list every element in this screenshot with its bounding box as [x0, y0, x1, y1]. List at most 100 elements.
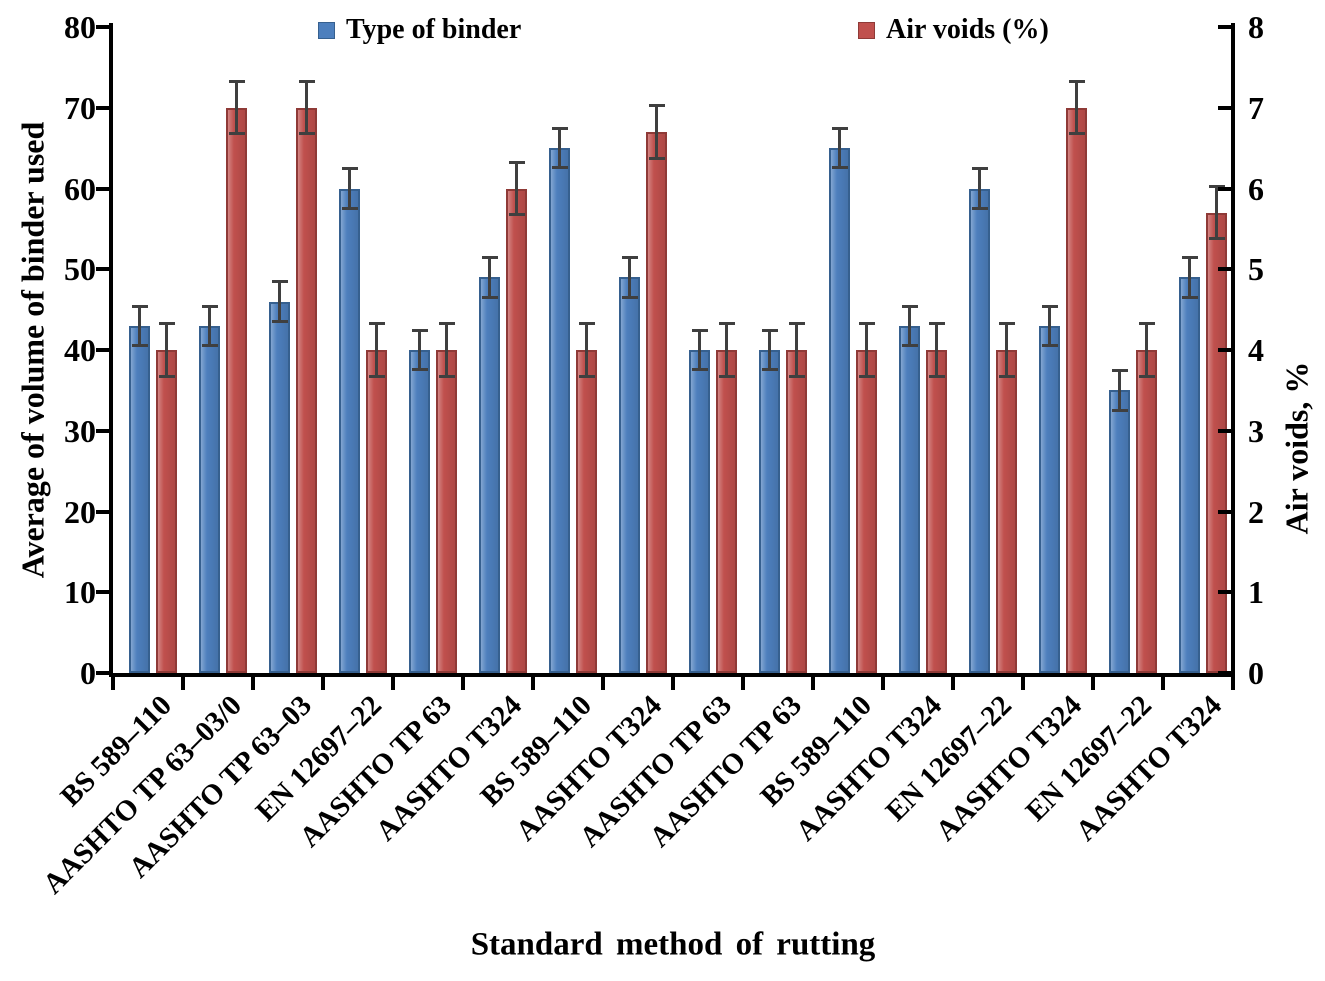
error-cap-top-1-4 — [438, 322, 455, 326]
error-cap-top-1-2 — [298, 80, 315, 84]
bar-air-voids--11 — [926, 350, 947, 673]
error-cap-top-0-5 — [481, 256, 498, 260]
error-cap-bottom-0-14 — [1111, 408, 1128, 412]
left-tick-label-30: 30 — [64, 412, 96, 449]
error-cap-bottom-0-10 — [831, 166, 848, 170]
x-tick-13 — [1021, 677, 1025, 690]
error-cap-top-0-8 — [691, 328, 708, 332]
error-bar-1-6 — [585, 323, 588, 377]
error-cap-top-1-7 — [648, 104, 665, 108]
error-cap-bottom-0-12 — [971, 206, 988, 210]
x-tick-2 — [251, 677, 255, 690]
left-tick-70 — [96, 105, 109, 110]
left-tick-label-40: 40 — [64, 332, 96, 368]
bar-type-of-binder-13 — [1039, 325, 1060, 673]
x-tick-3 — [321, 677, 325, 690]
bar-air-voids--4 — [436, 350, 457, 673]
bar-type-of-binder-11 — [899, 325, 920, 673]
error-bar-0-7 — [628, 257, 631, 298]
error-cap-top-0-0 — [131, 304, 148, 308]
right-tick-6 — [1218, 186, 1231, 191]
error-cap-top-0-9 — [761, 328, 778, 332]
left-tick-label-50: 50 — [64, 251, 96, 288]
error-cap-top-0-10 — [831, 126, 848, 130]
error-cap-bottom-1-6 — [578, 374, 595, 378]
error-cap-bottom-1-11 — [928, 374, 945, 378]
error-bar-1-2 — [305, 81, 308, 135]
error-cap-top-0-13 — [1041, 304, 1058, 308]
error-cap-top-0-4 — [411, 328, 428, 332]
bar-type-of-binder-6 — [549, 148, 570, 673]
error-bar-0-4 — [418, 329, 421, 371]
error-cap-bottom-1-7 — [648, 156, 665, 160]
legend-label-type-of-binder: Type of binder — [346, 14, 522, 45]
bar-air-voids--7 — [646, 131, 667, 673]
error-cap-top-1-10 — [858, 322, 875, 326]
error-bar-0-9 — [768, 329, 771, 371]
error-cap-top-1-3 — [368, 322, 385, 326]
error-cap-bottom-0-9 — [761, 368, 778, 372]
error-bar-1-5 — [515, 161, 518, 216]
left-tick-label-0: 0 — [80, 655, 96, 691]
right-tick-5 — [1218, 267, 1231, 272]
error-bar-1-11 — [935, 323, 938, 377]
error-cap-bottom-1-1 — [228, 132, 245, 136]
error-cap-bottom-1-9 — [788, 374, 805, 378]
error-cap-top-1-13 — [1068, 80, 1085, 84]
error-bar-0-2 — [278, 281, 281, 322]
error-bar-0-11 — [908, 305, 911, 346]
bar-type-of-binder-15 — [1179, 277, 1200, 673]
error-bar-0-3 — [348, 168, 351, 209]
right-tick-label-4: 4 — [1248, 332, 1264, 368]
legend-swatch-blue — [318, 21, 335, 39]
left-tick-label-60: 60 — [64, 170, 96, 207]
error-cap-bottom-1-3 — [368, 374, 385, 378]
left-tick-30 — [96, 428, 109, 433]
bar-type-of-binder-3 — [339, 188, 360, 673]
error-cap-top-1-8 — [718, 322, 735, 326]
bar-air-voids--8 — [716, 350, 737, 673]
error-bar-1-1 — [235, 81, 238, 135]
error-bar-1-7 — [655, 105, 658, 159]
left-tick-10 — [96, 590, 109, 595]
error-cap-top-0-1 — [201, 304, 218, 308]
error-cap-top-0-3 — [341, 167, 358, 171]
error-cap-top-0-14 — [1111, 369, 1128, 373]
error-cap-bottom-0-5 — [481, 295, 498, 299]
left-tick-label-70: 70 — [64, 89, 96, 126]
error-cap-bottom-0-2 — [271, 319, 288, 323]
error-cap-top-1-5 — [508, 160, 525, 164]
right-tick-3 — [1218, 428, 1231, 433]
error-cap-bottom-0-15 — [1181, 295, 1198, 299]
error-cap-bottom-0-4 — [411, 368, 428, 372]
error-bar-1-8 — [725, 323, 728, 377]
right-tick-label-5: 5 — [1248, 251, 1264, 288]
x-tick-6 — [531, 677, 535, 690]
error-cap-bottom-1-2 — [298, 132, 315, 136]
bar-type-of-binder-1 — [199, 325, 220, 673]
error-cap-top-0-6 — [551, 126, 568, 130]
error-cap-bottom-0-0 — [131, 343, 148, 347]
bar-type-of-binder-7 — [619, 277, 640, 673]
x-tick-12 — [951, 677, 955, 690]
error-bar-1-0 — [165, 323, 168, 377]
right-tick-label-6: 6 — [1248, 170, 1264, 207]
legend-swatch-red — [858, 21, 875, 39]
bar-type-of-binder-5 — [479, 277, 500, 673]
error-bar-1-12 — [1005, 323, 1008, 377]
bar-type-of-binder-9 — [759, 350, 780, 673]
error-cap-bottom-0-11 — [901, 343, 918, 347]
left-tick-60 — [96, 186, 109, 191]
error-cap-bottom-0-1 — [201, 343, 218, 347]
x-tick-4 — [391, 677, 395, 690]
right-tick-label-1: 1 — [1248, 574, 1264, 611]
right-tick-1 — [1218, 590, 1231, 595]
error-bar-1-15 — [1215, 186, 1218, 240]
left-tick-80 — [96, 25, 109, 29]
error-bar-0-15 — [1188, 257, 1191, 298]
error-cap-bottom-1-4 — [438, 374, 455, 378]
error-bar-0-0 — [138, 305, 141, 346]
x-tick-1 — [181, 677, 185, 690]
